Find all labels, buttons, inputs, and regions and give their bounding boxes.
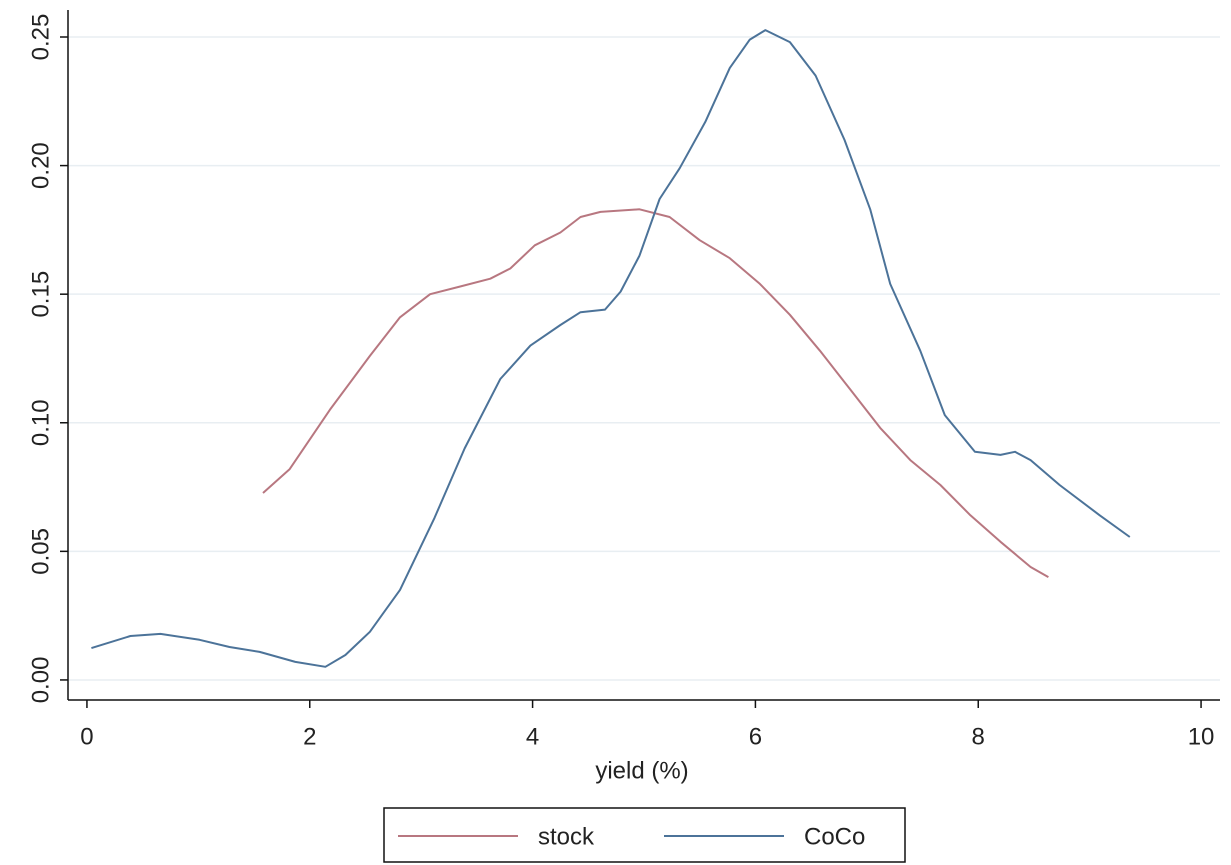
legend-label: stock <box>538 823 595 850</box>
y-tick-label: 0.25 <box>27 14 54 61</box>
legend-label: CoCo <box>804 823 865 850</box>
y-tick-label: 0.05 <box>27 528 54 575</box>
x-axis-label: yield (%) <box>595 757 688 784</box>
series-line <box>91 29 1131 668</box>
x-tick-label: 0 <box>80 723 93 750</box>
x-tick-label: 10 <box>1188 723 1215 750</box>
x-tick-label: 8 <box>972 723 985 750</box>
x-tick-label: 2 <box>303 723 316 750</box>
y-tick-label: 0.00 <box>27 657 54 704</box>
y-tick-label: 0.10 <box>27 399 54 446</box>
x-tick-label: 4 <box>526 723 539 750</box>
x-tick-label: 6 <box>749 723 762 750</box>
y-tick-label: 0.20 <box>27 142 54 189</box>
y-tick-label: 0.15 <box>27 271 54 318</box>
